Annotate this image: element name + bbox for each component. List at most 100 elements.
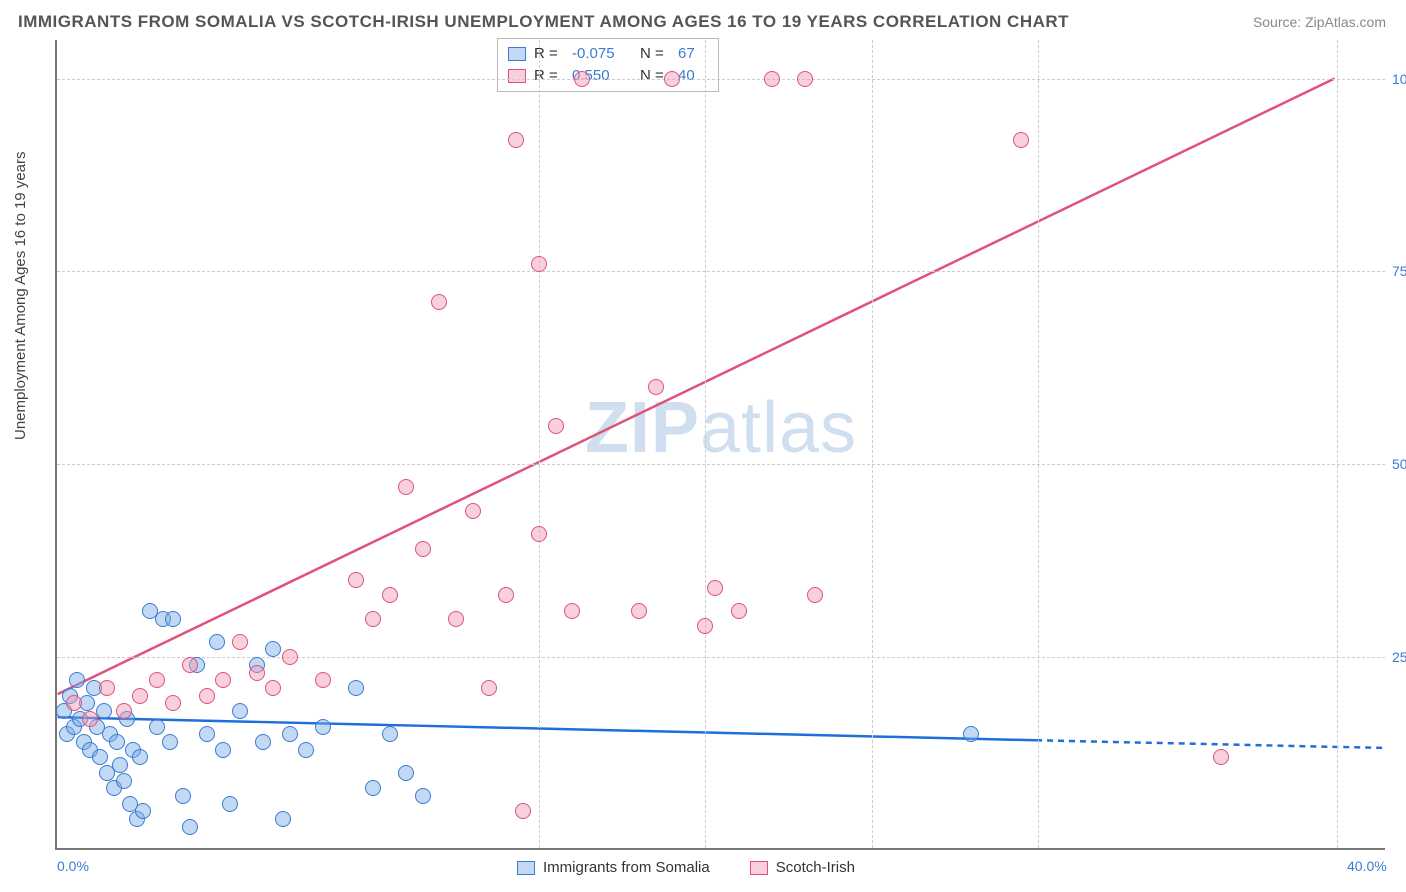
legend-series-item: Immigrants from Somalia <box>517 859 710 876</box>
data-point <box>1013 132 1029 148</box>
data-point <box>415 788 431 804</box>
chart-title: IMMIGRANTS FROM SOMALIA VS SCOTCH-IRISH … <box>18 12 1069 32</box>
watermark: ZIPatlas <box>585 387 857 469</box>
gridline-v <box>1038 40 1039 848</box>
gridline-v <box>872 40 873 848</box>
watermark-bold: ZIP <box>585 388 700 468</box>
gridline-v <box>1337 40 1338 848</box>
legend-R-value: -0.075 <box>572 43 632 65</box>
data-point <box>574 71 590 87</box>
data-point <box>431 294 447 310</box>
data-point <box>382 726 398 742</box>
y-tick-label: 50.0% <box>1392 456 1406 472</box>
data-point <box>165 611 181 627</box>
data-point <box>149 672 165 688</box>
legend-N-value: 40 <box>678 65 708 87</box>
data-point <box>66 695 82 711</box>
watermark-light: atlas <box>700 388 857 468</box>
data-point <box>631 603 647 619</box>
legend-series-item: Scotch-Irish <box>750 859 855 876</box>
data-point <box>707 580 723 596</box>
data-point <box>498 587 514 603</box>
data-point <box>135 803 151 819</box>
data-point <box>265 680 281 696</box>
legend-swatch <box>750 861 768 875</box>
data-point <box>199 688 215 704</box>
gridline-h <box>57 464 1385 465</box>
legend-swatch <box>508 69 526 83</box>
data-point <box>92 749 108 765</box>
data-point <box>99 680 115 696</box>
data-point <box>249 665 265 681</box>
legend-series: Immigrants from Somalia Scotch-Irish <box>517 859 855 876</box>
data-point <box>664 71 680 87</box>
legend-N-label: N = <box>640 43 670 65</box>
data-point <box>508 132 524 148</box>
data-point <box>265 641 281 657</box>
data-point <box>764 71 780 87</box>
gridline-v <box>705 40 706 848</box>
data-point <box>1213 749 1229 765</box>
data-point <box>448 611 464 627</box>
data-point <box>807 587 823 603</box>
data-point <box>731 603 747 619</box>
gridline-v <box>539 40 540 848</box>
data-point <box>548 418 564 434</box>
data-point <box>82 711 98 727</box>
data-point <box>199 726 215 742</box>
data-point <box>348 680 364 696</box>
trend-lines <box>57 40 1385 848</box>
data-point <box>531 526 547 542</box>
data-point <box>298 742 314 758</box>
legend-swatch <box>517 861 535 875</box>
data-point <box>255 734 271 750</box>
plot-area: ZIPatlas R =-0.075N =67R =0.550N =40 Imm… <box>55 40 1385 850</box>
data-point <box>275 811 291 827</box>
data-point <box>109 734 125 750</box>
data-point <box>116 773 132 789</box>
data-point <box>182 819 198 835</box>
data-point <box>112 757 128 773</box>
data-point <box>182 657 198 673</box>
data-point <box>162 734 178 750</box>
data-point <box>515 803 531 819</box>
data-point <box>232 703 248 719</box>
data-point <box>215 672 231 688</box>
data-point <box>165 695 181 711</box>
legend-series-label: Scotch-Irish <box>776 859 855 876</box>
data-point <box>531 256 547 272</box>
gridline-h <box>57 271 1385 272</box>
data-point <box>348 572 364 588</box>
data-point <box>398 765 414 781</box>
data-point <box>564 603 580 619</box>
legend-stats: R =-0.075N =67R =0.550N =40 <box>497 38 719 92</box>
data-point <box>96 703 112 719</box>
data-point <box>282 649 298 665</box>
data-point <box>963 726 979 742</box>
data-point <box>797 71 813 87</box>
data-point <box>315 672 331 688</box>
y-tick-label: 25.0% <box>1392 649 1406 665</box>
data-point <box>365 780 381 796</box>
data-point <box>648 379 664 395</box>
data-point <box>69 672 85 688</box>
y-axis-label: Unemployment Among Ages 16 to 19 years <box>12 151 29 440</box>
data-point <box>149 719 165 735</box>
data-point <box>465 503 481 519</box>
data-point <box>481 680 497 696</box>
y-tick-label: 100.0% <box>1392 71 1406 87</box>
data-point <box>415 541 431 557</box>
data-point <box>398 479 414 495</box>
data-point <box>132 688 148 704</box>
x-tick-label: 0.0% <box>57 858 89 874</box>
legend-N-value: 67 <box>678 43 708 65</box>
data-point <box>315 719 331 735</box>
data-point <box>222 796 238 812</box>
data-point <box>132 749 148 765</box>
data-point <box>697 618 713 634</box>
data-point <box>365 611 381 627</box>
x-tick-label: 40.0% <box>1347 858 1387 874</box>
data-point <box>209 634 225 650</box>
legend-stat-row: R =-0.075N =67 <box>508 43 708 65</box>
y-tick-label: 75.0% <box>1392 263 1406 279</box>
